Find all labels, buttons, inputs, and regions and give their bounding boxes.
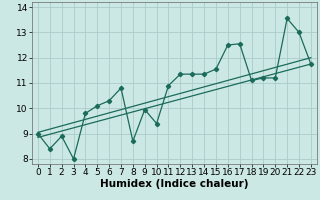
X-axis label: Humidex (Indice chaleur): Humidex (Indice chaleur) (100, 179, 249, 189)
